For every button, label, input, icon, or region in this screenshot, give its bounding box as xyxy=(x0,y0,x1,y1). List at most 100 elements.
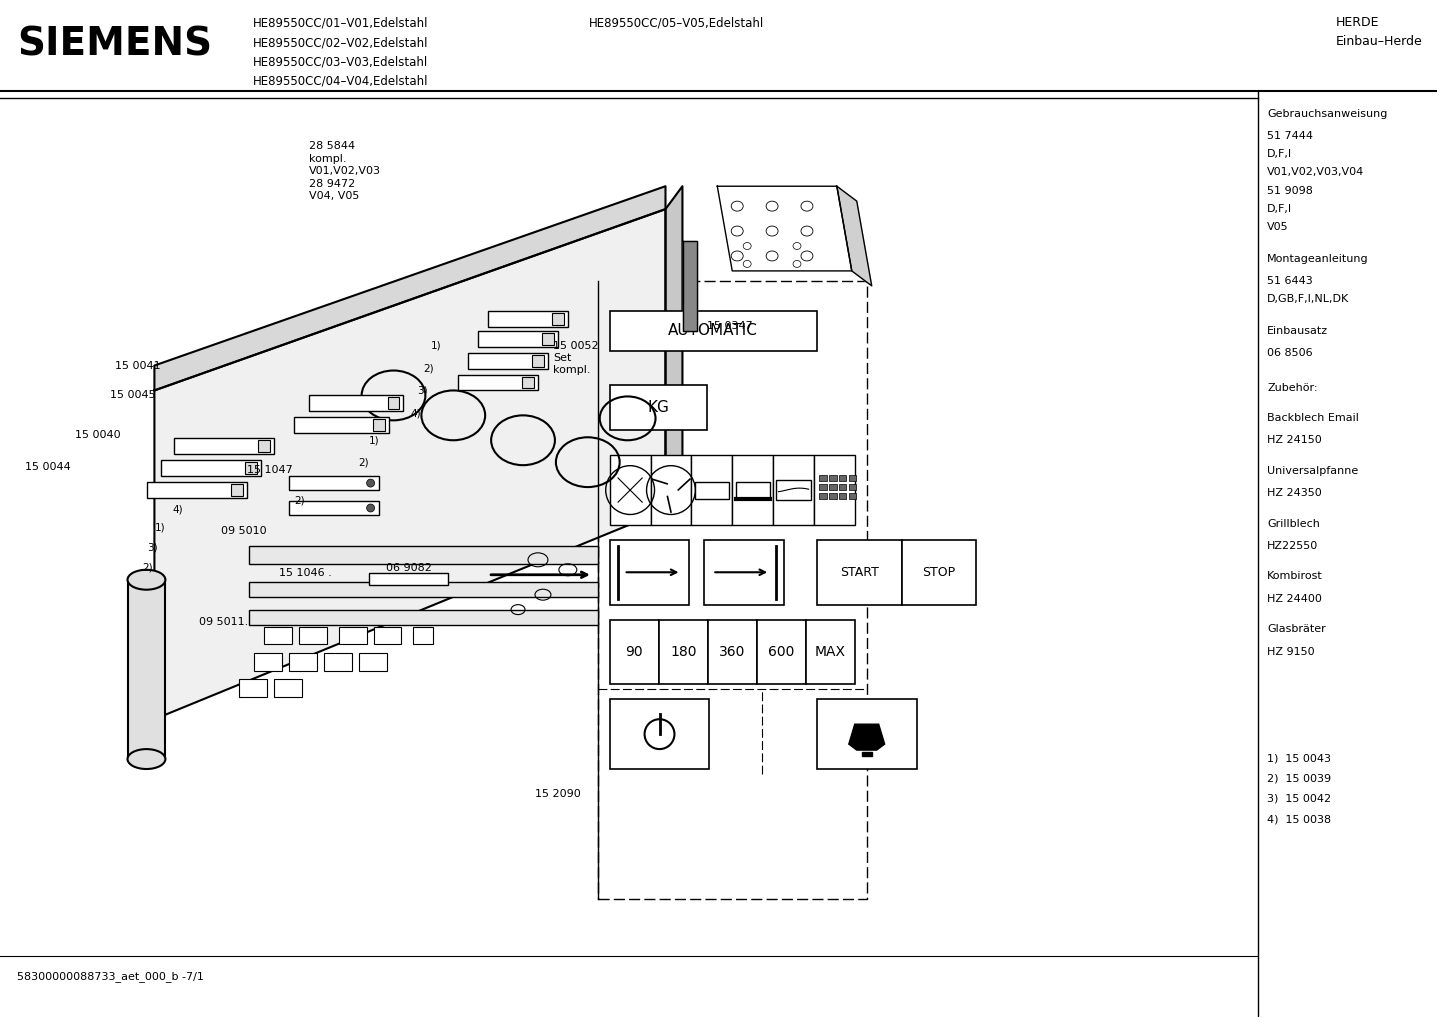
Bar xyxy=(258,440,270,452)
Text: HE89550CC/01–V01,Edelstahl: HE89550CC/01–V01,Edelstahl xyxy=(252,16,428,30)
Bar xyxy=(650,455,691,525)
Text: KG: KG xyxy=(647,400,669,416)
Text: 2): 2) xyxy=(294,495,304,505)
Ellipse shape xyxy=(127,570,166,590)
Bar xyxy=(610,311,818,351)
Text: Einbausatz: Einbausatz xyxy=(1268,326,1328,335)
Bar xyxy=(294,418,388,433)
Bar xyxy=(298,627,327,644)
Bar xyxy=(659,620,708,685)
Text: 4)  15 0038: 4) 15 0038 xyxy=(1268,814,1331,824)
Bar xyxy=(245,463,257,474)
Text: 4): 4) xyxy=(411,409,421,419)
Bar xyxy=(848,475,857,482)
Text: 58300000088733_aet_000_b -7/1: 58300000088733_aet_000_b -7/1 xyxy=(17,971,205,982)
Bar xyxy=(901,540,976,604)
Bar xyxy=(339,627,366,644)
Text: 2): 2) xyxy=(424,364,434,374)
Bar xyxy=(542,332,554,344)
Bar xyxy=(324,653,352,672)
Bar xyxy=(288,653,317,672)
Text: Einbau–Herde: Einbau–Herde xyxy=(1337,35,1423,48)
Bar xyxy=(249,582,598,597)
Text: 15 0040: 15 0040 xyxy=(75,430,120,440)
Bar xyxy=(249,609,598,625)
Bar xyxy=(610,455,650,525)
Bar xyxy=(147,482,247,498)
Text: 1): 1) xyxy=(430,340,441,351)
Bar xyxy=(288,501,379,515)
Text: D,F,I: D,F,I xyxy=(1268,204,1292,214)
Polygon shape xyxy=(717,186,852,271)
Bar xyxy=(249,546,598,564)
Bar xyxy=(610,385,708,430)
Bar xyxy=(231,484,244,496)
Text: HE89550CC/02–V02,Edelstahl: HE89550CC/02–V02,Edelstahl xyxy=(252,36,428,49)
Bar xyxy=(369,573,448,585)
Text: 09 5011.: 09 5011. xyxy=(199,616,248,627)
Bar xyxy=(848,493,857,499)
Polygon shape xyxy=(154,186,666,390)
Polygon shape xyxy=(666,186,682,510)
Bar xyxy=(773,455,813,525)
Ellipse shape xyxy=(366,504,375,512)
Bar xyxy=(522,376,534,388)
Text: 1)  15 0043: 1) 15 0043 xyxy=(1268,753,1331,763)
Bar xyxy=(695,482,728,498)
Text: 1): 1) xyxy=(154,523,164,533)
Text: 15 0347: 15 0347 xyxy=(708,321,753,331)
Text: HERDE: HERDE xyxy=(1337,15,1380,29)
Text: 360: 360 xyxy=(720,645,746,659)
Text: Zubehör:: Zubehör: xyxy=(1268,382,1318,392)
Bar xyxy=(735,482,770,498)
Bar xyxy=(532,355,544,367)
Bar xyxy=(274,680,301,697)
Bar xyxy=(239,680,267,697)
Text: HE89550CC/04–V04,Edelstahl: HE89550CC/04–V04,Edelstahl xyxy=(252,74,428,88)
Bar xyxy=(174,438,274,454)
Bar xyxy=(818,699,917,769)
Text: 15 0045: 15 0045 xyxy=(110,390,156,400)
Bar xyxy=(288,476,379,490)
Text: V01,V02,V03,V04: V01,V02,V03,V04 xyxy=(1268,167,1364,177)
Text: 90: 90 xyxy=(626,645,643,659)
Bar xyxy=(819,493,826,499)
Bar xyxy=(610,699,709,769)
Ellipse shape xyxy=(127,749,166,769)
Text: 1): 1) xyxy=(369,435,379,445)
Text: 2)  15 0039: 2) 15 0039 xyxy=(1268,773,1331,784)
Text: 15 0044: 15 0044 xyxy=(25,463,71,472)
Bar xyxy=(839,475,846,482)
Bar xyxy=(264,627,291,644)
Text: 51 9098: 51 9098 xyxy=(1268,185,1312,196)
Polygon shape xyxy=(154,209,666,719)
Text: 51 7444: 51 7444 xyxy=(1268,130,1314,141)
Text: Grillblech: Grillblech xyxy=(1268,519,1319,529)
Text: 3)  15 0042: 3) 15 0042 xyxy=(1268,794,1331,804)
Bar xyxy=(459,375,538,390)
Text: D,F,I: D,F,I xyxy=(1268,149,1292,159)
Bar xyxy=(818,540,901,604)
Bar xyxy=(469,353,548,369)
Text: 600: 600 xyxy=(769,645,795,659)
Text: SIEMENS: SIEMENS xyxy=(17,25,212,63)
Bar xyxy=(610,540,689,604)
Bar xyxy=(806,620,855,685)
Text: HZ 24400: HZ 24400 xyxy=(1268,594,1322,604)
Bar xyxy=(359,653,386,672)
Text: STOP: STOP xyxy=(923,566,956,579)
Text: Kombirost: Kombirost xyxy=(1268,572,1322,582)
Bar xyxy=(708,620,757,685)
Text: 15 1046 .: 15 1046 . xyxy=(278,568,332,578)
Text: MAX: MAX xyxy=(815,645,846,659)
Bar xyxy=(704,540,784,604)
Text: Montageanleitung: Montageanleitung xyxy=(1268,254,1368,264)
Text: HZ 24350: HZ 24350 xyxy=(1268,488,1322,498)
Text: AUTOMATIC: AUTOMATIC xyxy=(669,323,758,338)
Bar xyxy=(552,313,564,325)
Text: Backblech Email: Backblech Email xyxy=(1268,413,1358,423)
Bar xyxy=(829,493,836,499)
Text: 3): 3) xyxy=(147,543,159,553)
Bar xyxy=(848,484,857,490)
Bar xyxy=(829,484,836,490)
